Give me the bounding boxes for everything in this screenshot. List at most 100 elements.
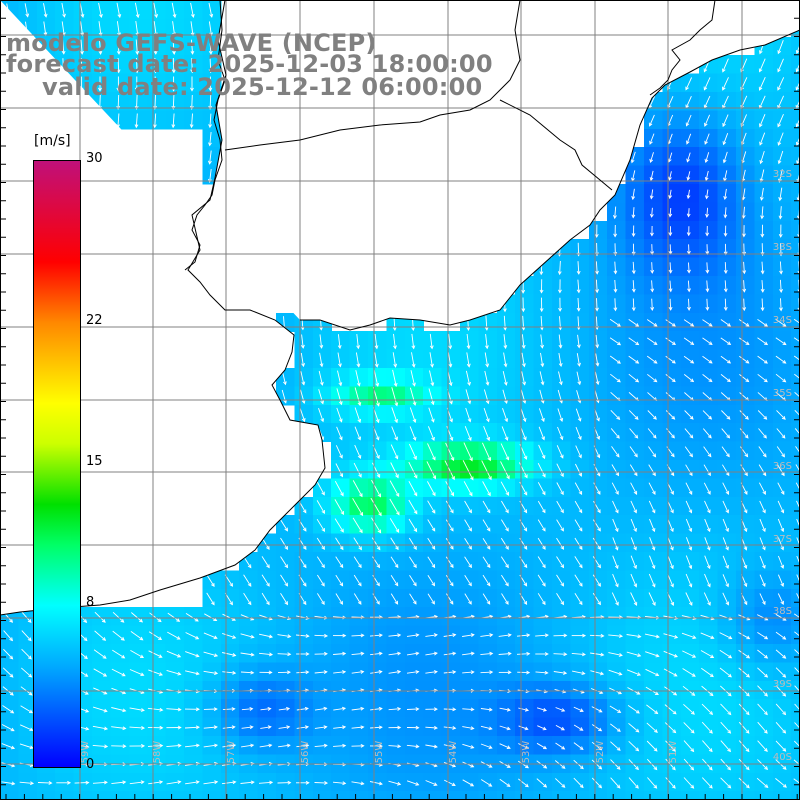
wind-speed-cell (552, 349, 571, 369)
wind-vector (775, 649, 787, 659)
wind-speed-cell (128, 18, 148, 38)
wind-speed-cell (349, 791, 369, 800)
wind-speed-cell (496, 386, 516, 406)
wind-vector (777, 482, 785, 495)
wind-speed-cell (165, 625, 185, 645)
wind-vector (112, 649, 126, 659)
wind-speed-cell (239, 662, 259, 682)
wind-vector (558, 334, 563, 349)
wind-vector (388, 744, 402, 749)
wind-vector (518, 725, 529, 731)
wind-speed-cell (607, 257, 627, 277)
wind-vector (704, 537, 711, 551)
wind-vector (571, 633, 587, 638)
wind-vector (629, 446, 638, 458)
wind-vector (722, 133, 729, 146)
wind-speed-cell (460, 386, 479, 406)
wind-speed-cell (791, 368, 800, 387)
wind-vector (613, 261, 618, 275)
wind-speed-cell (460, 717, 479, 737)
wind-vector (354, 426, 362, 441)
wind-vector (464, 500, 472, 514)
wind-speed-cell (165, 0, 185, 19)
wind-vector (558, 279, 562, 294)
wind-vector (116, 57, 121, 74)
wind-vector (337, 334, 342, 350)
wind-speed-cell (588, 736, 608, 755)
wind-vector (353, 537, 362, 551)
wind-vector (185, 780, 200, 785)
wind-speed-cell (607, 772, 627, 792)
wind-speed-cell (717, 349, 737, 369)
wind-vector (24, 95, 29, 110)
wind-speed-cell (312, 349, 332, 369)
wind-speed-cell (128, 662, 148, 682)
wind-speed-cell (441, 699, 461, 719)
wind-speed-cell (754, 110, 774, 130)
wind-speed-cell (515, 662, 535, 682)
wind-speed-cell (680, 552, 700, 571)
wind-vector (208, 132, 212, 147)
wind-vector (208, 95, 213, 110)
lagoon-border (649, 0, 716, 96)
wind-speed-cell (644, 202, 663, 222)
wind-vector (683, 703, 695, 715)
wind-speed-cell (717, 460, 737, 479)
wind-speed-cell (644, 331, 663, 351)
wind-speed-cell (699, 588, 719, 608)
wind-speed-cell (699, 349, 719, 369)
wind-vector (333, 725, 347, 730)
wind-vector (3, 648, 14, 660)
wind-speed-cell (349, 331, 369, 351)
wind-speed-cell (607, 680, 627, 700)
wind-vector (259, 652, 274, 657)
wind-vector (591, 706, 603, 713)
wind-speed-cell (754, 294, 774, 314)
model-title: modelo GEFS-WAVE (NCEP) (6, 29, 377, 57)
wind-speed-cell (607, 533, 627, 553)
wind-vector (388, 725, 402, 730)
wind-speed-cell (92, 680, 111, 700)
wind-vector (240, 633, 255, 639)
wind-speed-cell (644, 110, 663, 130)
wind-vector (61, 58, 66, 74)
wind-speed-cell (754, 128, 774, 148)
wind-vector (685, 518, 693, 533)
wind-speed-cell (625, 460, 645, 479)
wind-vector (702, 428, 712, 439)
wind-vector (134, 2, 140, 19)
wind-speed-cell (368, 386, 387, 406)
wind-speed-cell (533, 552, 553, 571)
wind-vector (443, 670, 457, 674)
wind-speed-cell (55, 18, 75, 38)
wind-vector (646, 740, 658, 752)
wind-speed-cell (736, 147, 755, 167)
wind-vector (389, 480, 400, 498)
wind-speed-cell (368, 772, 387, 792)
wind-speed-cell (625, 791, 645, 800)
wind-vector (116, 2, 122, 19)
wind-vector (463, 442, 473, 462)
wind-speed-cell (441, 791, 461, 800)
wind-vector (208, 113, 212, 129)
wind-speed-cell (404, 496, 424, 516)
wind-vector (686, 171, 691, 181)
wind-speed-cell (496, 717, 516, 737)
wind-vector (539, 371, 545, 386)
wind-speed-cell (0, 662, 19, 682)
wind-speed-cell (423, 386, 443, 406)
wind-vector (499, 707, 511, 712)
wind-vector (722, 555, 729, 570)
wind-vector (738, 721, 750, 734)
wind-speed-cell (791, 276, 800, 295)
wind-vector (631, 188, 636, 201)
wind-speed-cell (662, 331, 682, 351)
wind-vector (775, 631, 787, 640)
colorbar-tick-label: 0 (86, 757, 95, 772)
wind-vector (557, 260, 562, 276)
wind-speed-cell (165, 36, 185, 56)
wind-vector (610, 409, 621, 420)
wind-vector (704, 500, 711, 514)
wind-vector (80, 39, 84, 55)
wind-vector (445, 500, 454, 514)
